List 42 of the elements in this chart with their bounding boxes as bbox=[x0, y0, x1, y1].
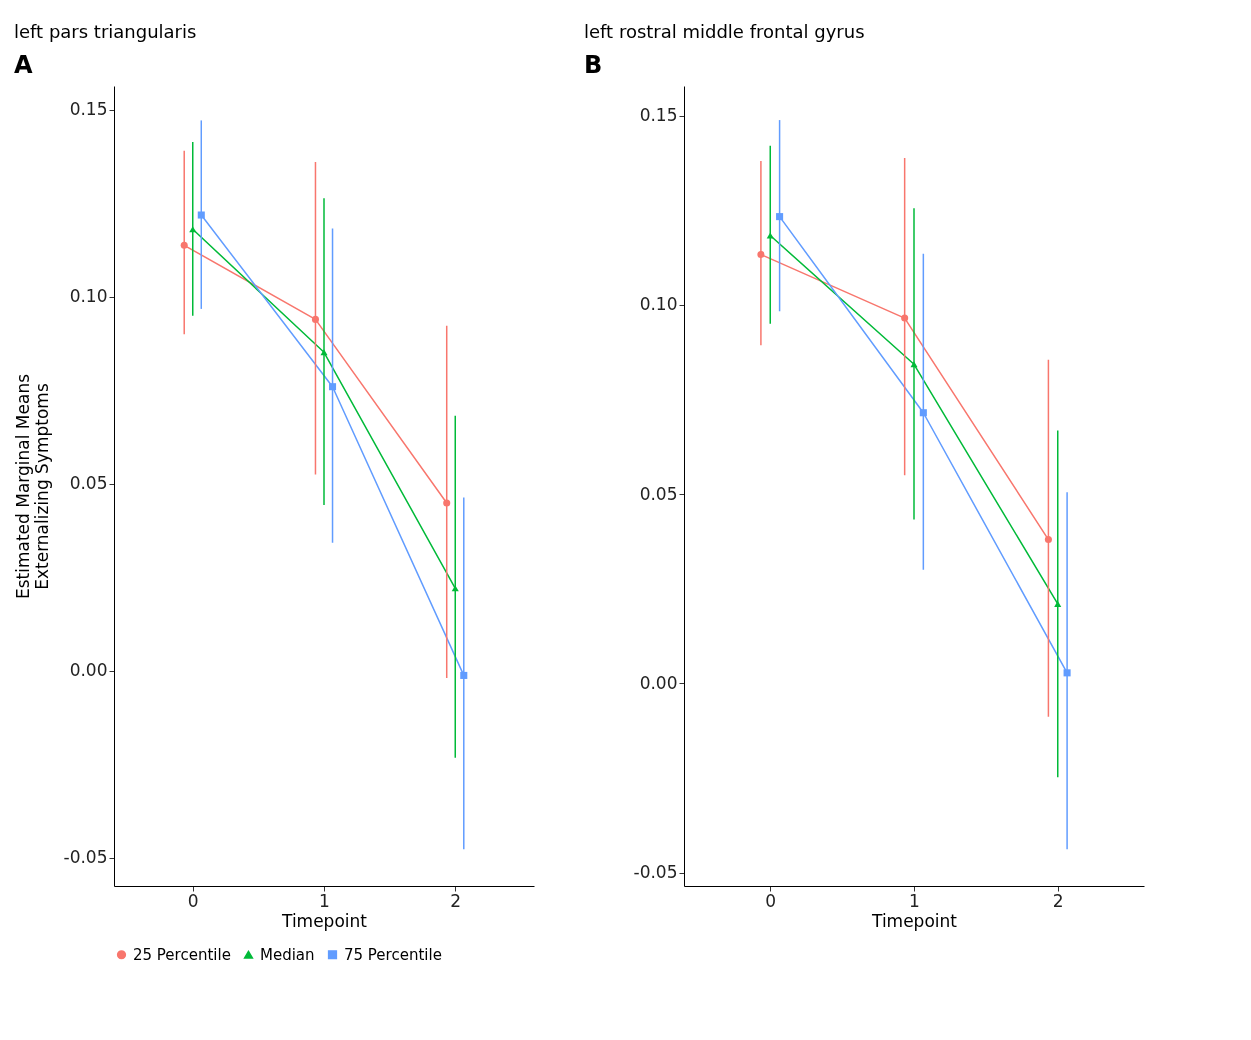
legend-label: Median bbox=[260, 945, 315, 964]
point bbox=[901, 314, 909, 322]
point bbox=[180, 241, 188, 249]
y-tick-label: 0.15 bbox=[639, 105, 678, 126]
point bbox=[1044, 536, 1052, 544]
text: B bbox=[584, 51, 603, 79]
point bbox=[919, 409, 927, 417]
x-tick-label: 2 bbox=[1052, 890, 1064, 911]
point bbox=[757, 250, 765, 259]
point bbox=[189, 226, 197, 233]
point bbox=[197, 211, 205, 219]
y-tick-label: 0.00 bbox=[69, 660, 108, 681]
point bbox=[460, 671, 468, 679]
y-tick-label: 0.05 bbox=[639, 483, 678, 504]
point bbox=[311, 315, 319, 323]
legend-label: 25 Percentile bbox=[133, 945, 231, 964]
legend-label: 75 Percentile bbox=[344, 945, 442, 964]
x-axis-title: Timepoint bbox=[281, 910, 368, 931]
y-tick-label: 0.05 bbox=[69, 473, 108, 494]
y-tick-label: 0.00 bbox=[639, 672, 678, 693]
point bbox=[766, 232, 774, 239]
chart-title: left rostral middle frontal gyrus bbox=[584, 21, 865, 42]
x-tick-label: 2 bbox=[450, 890, 462, 911]
point bbox=[776, 213, 784, 221]
x-tick-label: 1 bbox=[909, 890, 920, 911]
y-tick-label: 0.15 bbox=[69, 99, 108, 120]
y-tick-label: 0.10 bbox=[69, 286, 108, 307]
x-tick-label: 0 bbox=[187, 890, 199, 911]
chart-title: left pars triangularis bbox=[14, 21, 197, 42]
y-tick-label: -0.05 bbox=[633, 862, 678, 883]
y-tick-label: -0.05 bbox=[63, 847, 108, 868]
y-axis-title: Estimated Marginal Means Externalizing Symptoms bbox=[12, 373, 52, 600]
point bbox=[1054, 600, 1062, 607]
point bbox=[443, 499, 451, 507]
x-tick-label: 1 bbox=[319, 890, 330, 911]
y-tick-label: 0.10 bbox=[639, 294, 678, 315]
point bbox=[329, 383, 337, 391]
x-axis-title: Timepoint bbox=[871, 910, 958, 931]
text: A bbox=[14, 51, 33, 79]
point bbox=[1063, 669, 1071, 677]
point bbox=[451, 585, 459, 592]
x-tick-label: 0 bbox=[765, 890, 777, 911]
